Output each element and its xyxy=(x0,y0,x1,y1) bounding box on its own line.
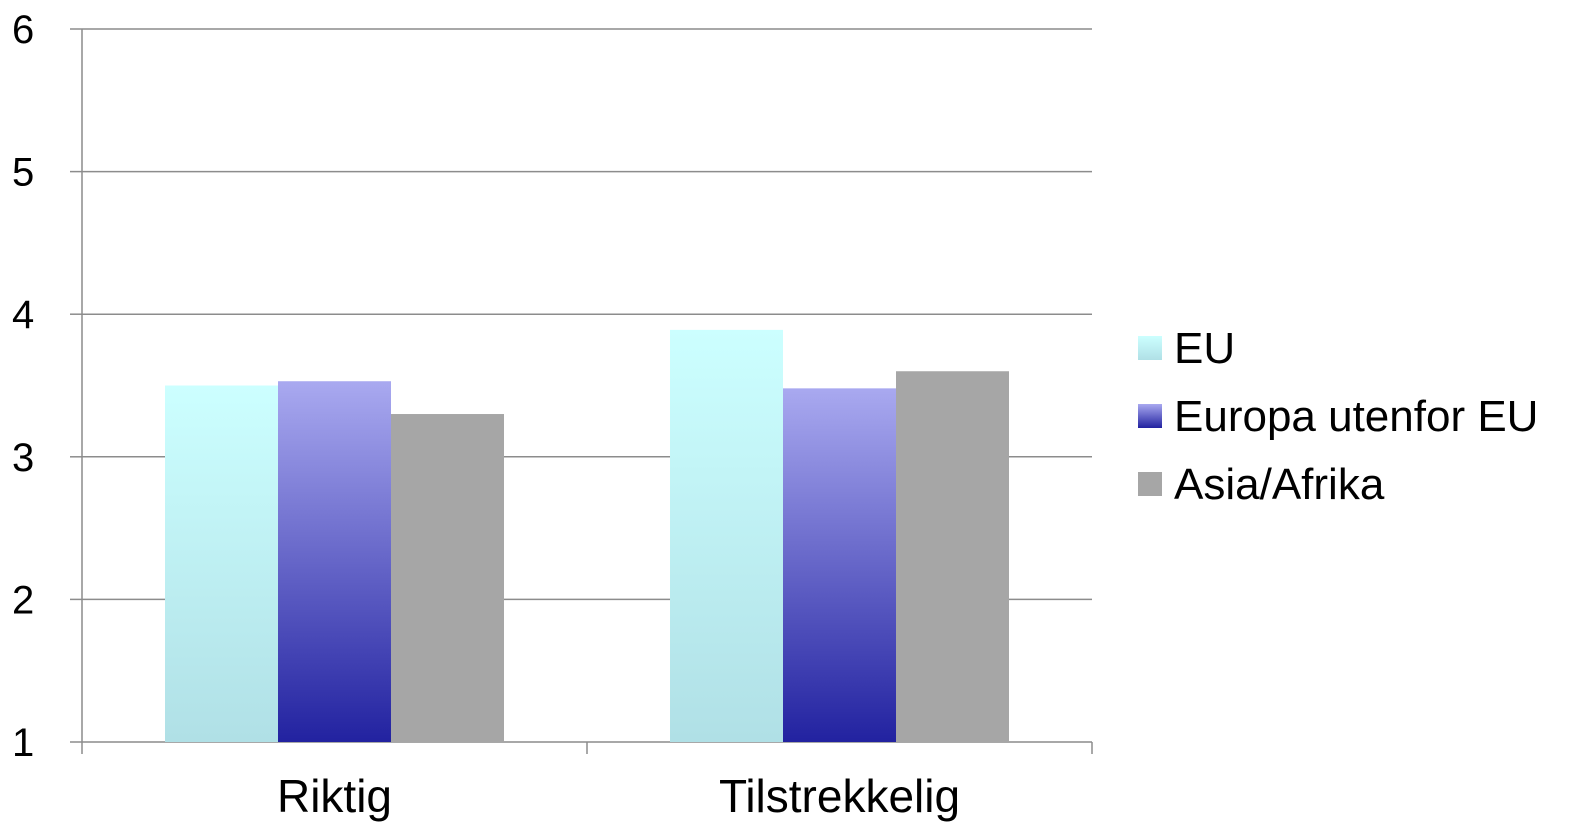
legend-swatch xyxy=(1138,472,1162,496)
legend-label: EU xyxy=(1174,324,1235,373)
bar-riktig-0 xyxy=(165,385,278,742)
legend-label: Asia/Afrika xyxy=(1174,460,1385,509)
y-tick-label: 4 xyxy=(12,293,34,337)
x-category-labels: Riktig Tilstrekkelig xyxy=(277,770,960,822)
y-tick-label: 3 xyxy=(12,436,34,480)
x-category-label: Riktig xyxy=(277,770,392,822)
bar-tilstrekkelig-0 xyxy=(670,329,783,742)
legend: EU Europa utenfor EU Asia/Afrika xyxy=(1138,324,1538,509)
bar-tilstrekkelig-1 xyxy=(783,388,896,742)
y-tick-labels: 1 2 3 4 5 6 xyxy=(12,8,34,765)
bar-tilstrekkelig-2 xyxy=(896,371,1009,742)
legend-swatch xyxy=(1138,336,1162,360)
x-category-label: Tilstrekkelig xyxy=(719,770,960,822)
y-tick-label: 5 xyxy=(12,151,34,195)
y-tick-label: 6 xyxy=(12,8,34,52)
bar-riktig-2 xyxy=(391,414,504,742)
legend-label: Europa utenfor EU xyxy=(1174,392,1538,441)
y-tick-label: 1 xyxy=(12,721,34,765)
bar-riktig-1 xyxy=(278,381,391,742)
bars xyxy=(165,329,1009,742)
legend-swatch xyxy=(1138,404,1162,428)
y-tick-label: 2 xyxy=(12,578,34,622)
